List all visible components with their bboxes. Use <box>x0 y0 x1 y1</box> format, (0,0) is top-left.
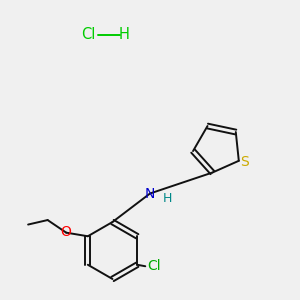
Text: Cl: Cl <box>81 27 96 42</box>
Text: Cl: Cl <box>148 259 161 273</box>
Text: S: S <box>240 155 249 169</box>
Text: N: N <box>145 187 155 200</box>
Text: O: O <box>60 225 71 239</box>
Text: H: H <box>163 191 172 205</box>
Text: H: H <box>119 27 130 42</box>
